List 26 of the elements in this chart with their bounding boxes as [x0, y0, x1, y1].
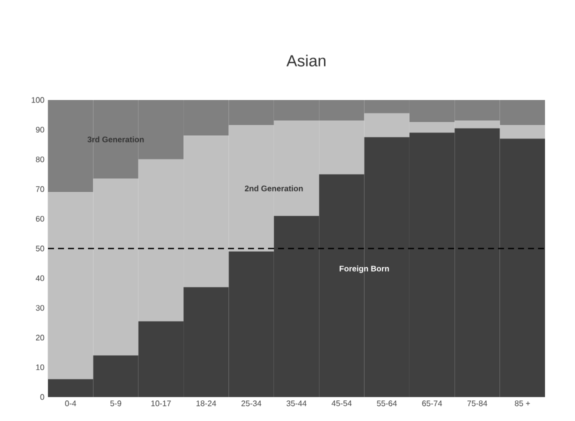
series-label: Foreign Born — [340, 266, 389, 274]
chart-title: Asian — [286, 54, 326, 66]
x-tick-label: 10-17 — [151, 400, 171, 406]
x-tick-label: 45-54 — [332, 400, 352, 406]
x-tick-label: 65-74 — [422, 400, 442, 406]
y-tick-label: 40 — [36, 275, 44, 282]
x-tick-label: 75-84 — [467, 400, 488, 406]
x-tick-label: 0-4 — [65, 400, 76, 406]
y-tick-label: 60 — [36, 216, 44, 222]
x-tick-label: 35-44 — [286, 400, 306, 406]
y-tick-label: 10 — [36, 364, 44, 370]
series-label: 3rd Generation — [88, 136, 144, 142]
x-tick-label: 55-64 — [376, 400, 397, 406]
y-tick-label: 70 — [36, 186, 44, 192]
x-tick-label: 85 + — [514, 400, 530, 406]
series-label: 2nd Generation — [244, 185, 303, 192]
y-tick-label: 90 — [36, 126, 44, 133]
y-tick-label: 20 — [36, 334, 44, 340]
y-tick-label: 30 — [36, 305, 44, 311]
y-tick-label: 80 — [36, 156, 44, 162]
y-tick-label: 0 — [40, 394, 44, 400]
y-tick-label: 50 — [36, 246, 44, 252]
y-tick-label: 100 — [32, 97, 44, 103]
x-tick-label: 25-34 — [242, 400, 262, 406]
x-tick-label: 5-9 — [110, 400, 122, 406]
x-tick-label: 18-24 — [196, 400, 216, 406]
